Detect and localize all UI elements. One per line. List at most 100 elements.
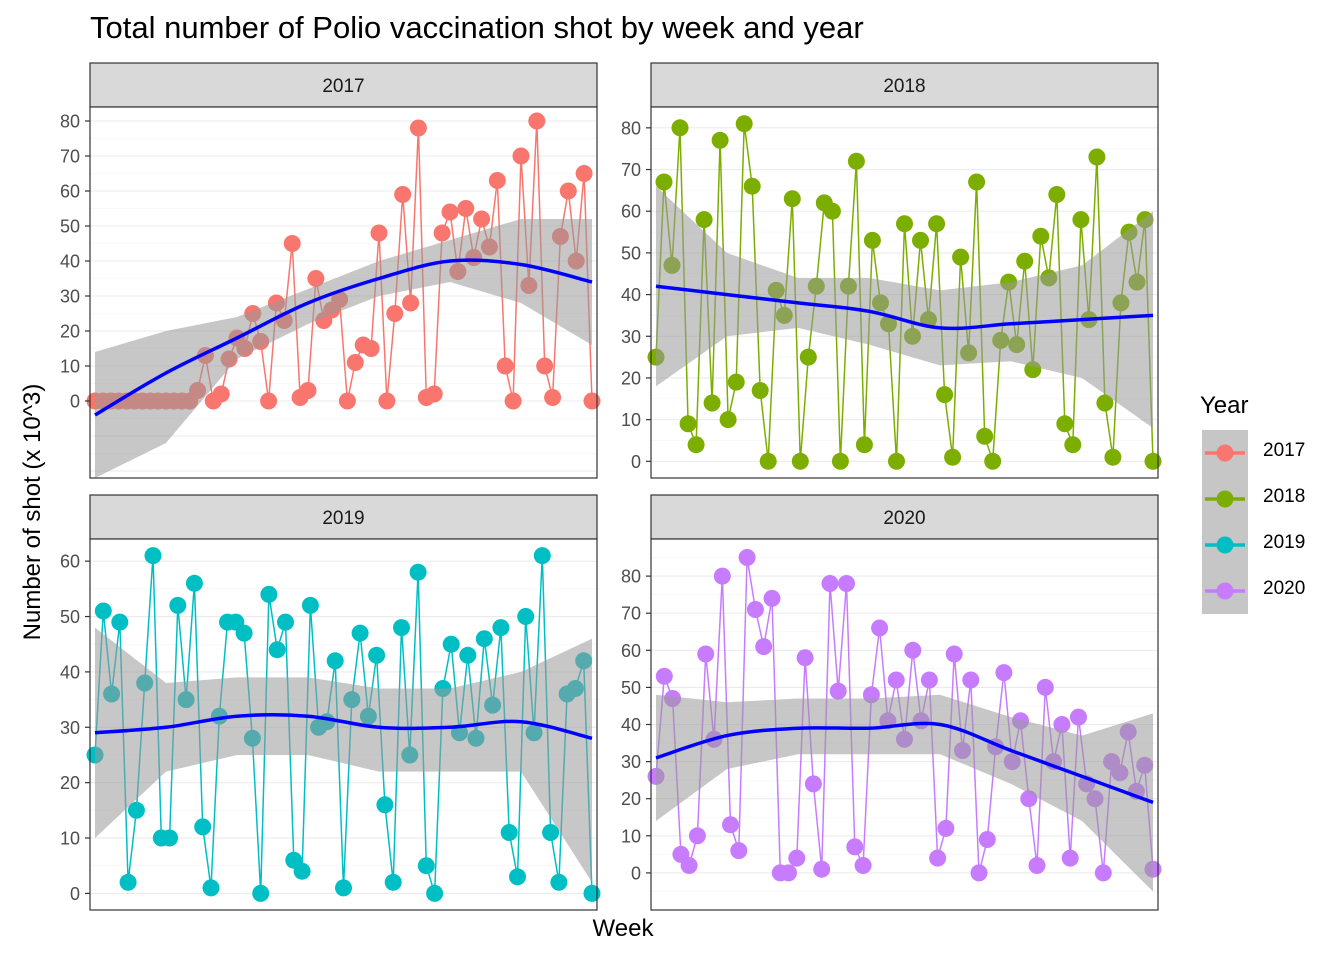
data-point: [169, 596, 187, 614]
y-tick-label: 20: [621, 368, 641, 388]
data-point: [687, 436, 705, 454]
y-tick-label: 60: [60, 552, 80, 572]
y-tick-label: 70: [621, 160, 641, 180]
y-tick-label: 10: [621, 826, 641, 846]
legend-item-2019: 2019: [1200, 522, 1330, 568]
legend-item-2017: 2017: [1200, 430, 1330, 476]
x-axis-label: Week: [592, 915, 654, 942]
y-tick-label: 50: [621, 678, 641, 698]
confidence-band: [656, 186, 1153, 428]
data-point: [457, 200, 475, 217]
data-point: [1104, 448, 1122, 466]
data-point: [127, 801, 145, 819]
data-point: [409, 563, 427, 581]
data-point: [887, 671, 905, 689]
data-point: [475, 630, 493, 648]
legend-label: 2018: [1263, 486, 1306, 507]
y-tick-label: 50: [60, 217, 80, 237]
data-point: [688, 827, 706, 845]
facet-strip-label: 2020: [883, 508, 925, 529]
y-tick-label: 30: [621, 752, 641, 772]
data-point: [1096, 394, 1114, 412]
data-point: [161, 829, 179, 847]
data-point: [697, 645, 715, 663]
data-point: [277, 613, 294, 631]
facet-strip: [650, 494, 1159, 540]
data-point: [829, 682, 847, 700]
legend-item-2020: 2020: [1200, 568, 1330, 614]
data-point: [119, 873, 137, 891]
data-point: [945, 645, 963, 663]
data-point: [791, 452, 809, 470]
data-point: [1048, 186, 1066, 203]
data-point: [544, 389, 562, 406]
y-tick-label: 40: [60, 662, 80, 682]
data-point: [746, 601, 764, 618]
data-point: [409, 119, 427, 137]
data-point: [252, 884, 270, 902]
data-point: [185, 574, 203, 592]
y-tick-label: 0: [70, 392, 80, 412]
facet-strip-label: 2018: [883, 76, 925, 97]
data-point: [260, 585, 278, 603]
data-point: [952, 248, 970, 266]
data-point: [299, 382, 317, 399]
panel-border: [89, 106, 598, 479]
data-point: [533, 547, 551, 565]
data-point: [813, 860, 831, 878]
data-point: [368, 646, 386, 664]
data-point: [796, 649, 814, 667]
data-point: [386, 305, 404, 322]
confidence-band: [656, 694, 1153, 892]
data-point: [703, 394, 721, 412]
data-point: [831, 452, 849, 470]
chart-title: Total number of Polio vaccination shot b…: [90, 10, 864, 45]
y-tick-label: 30: [621, 327, 641, 347]
data-point: [550, 873, 568, 891]
data-point: [144, 547, 162, 565]
data-point: [1072, 211, 1090, 229]
data-point: [912, 231, 929, 249]
facet-strip-label: 2017: [322, 76, 364, 97]
data-point: [783, 190, 801, 208]
data-point: [995, 664, 1013, 682]
data-point: [962, 671, 980, 689]
data-point: [326, 652, 344, 670]
data-point: [426, 884, 444, 902]
data-point: [719, 411, 737, 429]
data-point: [268, 641, 286, 659]
data-point: [788, 849, 806, 867]
y-tick-label: 40: [621, 715, 641, 735]
data-point: [1088, 148, 1106, 166]
data-point: [583, 884, 601, 902]
data-point: [212, 385, 230, 403]
data-point: [888, 452, 905, 470]
data-point: [847, 152, 865, 170]
legend-label: 2020: [1263, 578, 1306, 599]
data-point: [1016, 252, 1034, 270]
facet-panel-2019: 2019 0 10 20 30 40 50 60: [60, 494, 601, 911]
y-tick-label: 40: [621, 285, 641, 305]
data-point: [920, 671, 938, 689]
legend-label: 2019: [1263, 532, 1306, 553]
y-tick-label: 70: [60, 147, 80, 167]
data-point: [583, 392, 601, 410]
y-tick-label: 50: [60, 607, 80, 627]
data-point: [512, 147, 530, 165]
y-tick-label: 60: [621, 641, 641, 661]
data-point: [536, 357, 554, 375]
data-point: [655, 173, 673, 191]
y-tick-label: 20: [621, 789, 641, 809]
data-point: [335, 879, 352, 897]
data-point: [111, 613, 129, 631]
legend-key: [1202, 522, 1248, 568]
data-point: [944, 448, 962, 466]
data-point: [722, 816, 739, 834]
data-point: [235, 624, 253, 642]
data-point: [727, 373, 745, 391]
y-tick-label: 10: [60, 829, 80, 849]
data-point: [978, 831, 996, 848]
data-point: [394, 186, 412, 203]
data-point: [743, 177, 761, 195]
data-point: [559, 182, 577, 200]
